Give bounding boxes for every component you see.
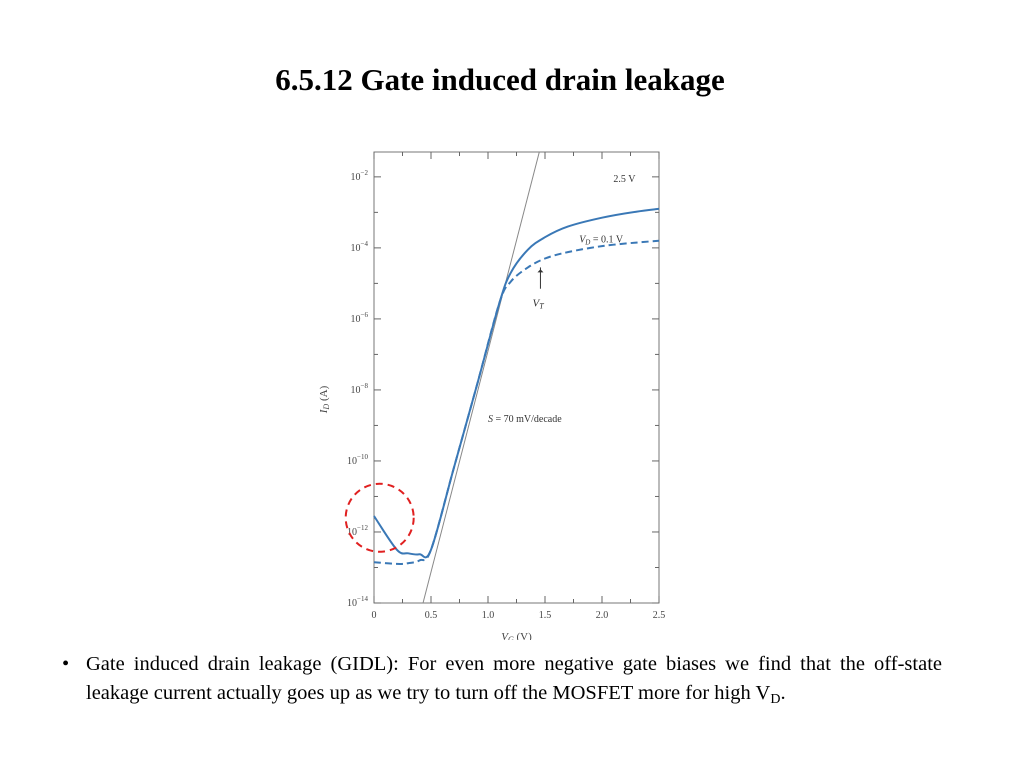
x-tick-label: 0.5 [425,610,438,621]
gidl-highlight-circle [344,482,415,553]
y-tick-label: 10−8 [351,382,369,396]
id-vg-chart: 10−2 10−4 10−6 10−8 10−10 10−12 10−14 0 0.5 1.0 1.… [318,151,665,640]
threshold-label: VT [532,297,544,310]
curve-vd-0-1v [373,239,660,565]
slide-title: 6.5.12 Gate induced drain leakage [275,62,725,97]
y-axis-label: ID (A) [318,385,331,414]
y-tick-label: 10−10 [347,453,368,467]
x-tick-label: 1.0 [482,610,495,621]
plot-border [373,151,660,604]
y-tick-label: 10−2 [351,169,369,183]
x-tick-label: 1.5 [539,610,552,621]
x-axis-label: VG (V) [501,631,532,640]
threshold-arrow-head [537,269,544,273]
series-group [373,151,660,604]
slope-label: S = 70 mV/decade [488,414,562,425]
x-tick-label: 0 [372,610,377,621]
y-tick-label: 10−12 [347,524,368,538]
series-label-vd: VD = 0.1 V [579,235,624,247]
x-tick-label: 2.0 [596,610,609,621]
bullet-dot: • [62,653,70,675]
curve-vd-2-5v [373,207,660,559]
subthreshold-slope-line [422,151,540,604]
x-tick-label: 2.5 [653,610,666,621]
plot-frame [373,151,660,604]
y-tick-label: 10−14 [347,595,368,609]
y-tick-label: 10−4 [351,240,369,254]
axis-ticks: 10−2 10−4 10−6 10−8 10−10 10−12 10−14 0 0.5 1.0 1.… [347,152,665,621]
bullet-point: • Gate induced drain leakage (GIDL): For… [62,650,942,708]
series-label-2-5v: 2.5 V [613,174,636,185]
bullet-text: Gate induced drain leakage (GIDL): For e… [86,653,942,707]
y-tick-label: 10−6 [351,311,369,325]
annotations [344,267,544,553]
